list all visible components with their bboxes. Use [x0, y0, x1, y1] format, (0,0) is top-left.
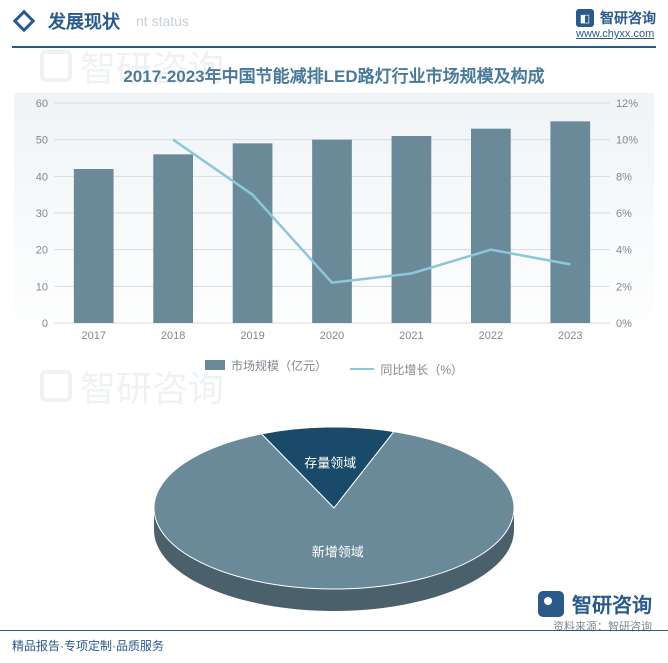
legend-bar-swatch — [205, 360, 225, 370]
svg-text:2023: 2023 — [558, 330, 582, 342]
legend-bar: 市场规模（亿元） — [205, 357, 327, 374]
header-left: 发展现状 nt status — [12, 8, 189, 34]
svg-text:40: 40 — [36, 171, 48, 183]
footer-left: 精品报告·专项定制·品质服务 — [12, 637, 164, 654]
brand-url[interactable]: www.chyxx.com — [576, 28, 656, 40]
legend-line-label: 同比增长（%） — [380, 361, 463, 378]
svg-text:存量领域: 存量领域 — [304, 455, 356, 470]
svg-text:0: 0 — [42, 318, 48, 330]
svg-text:12%: 12% — [616, 98, 638, 110]
svg-text:10: 10 — [36, 281, 48, 293]
chart-title: 2017-2023年中国节能减排LED路灯行业市场规模及构成 — [0, 62, 668, 87]
svg-text:20: 20 — [36, 244, 48, 256]
svg-text:0%: 0% — [616, 318, 632, 330]
svg-text:10%: 10% — [616, 134, 638, 146]
svg-text:2020: 2020 — [320, 330, 344, 342]
svg-text:60: 60 — [36, 98, 48, 110]
footer: 精品报告·专项定制·品质服务 — [0, 630, 668, 658]
brand-bottom-icon — [538, 591, 564, 617]
svg-text:30: 30 — [36, 208, 48, 220]
svg-text:2%: 2% — [616, 281, 632, 293]
svg-text:2017: 2017 — [81, 330, 105, 342]
section-subtitle: nt status — [136, 13, 189, 29]
legend-bar-label: 市场规模（亿元） — [231, 357, 327, 374]
brand-name: 智研咨询 — [600, 8, 656, 28]
svg-text:新增领域: 新增领域 — [312, 544, 364, 559]
svg-text:2018: 2018 — [161, 330, 185, 342]
chart-legend: 市场规模（亿元） 同比增长（%） — [0, 357, 668, 378]
svg-text:2019: 2019 — [240, 330, 264, 342]
brand-icon: ◧ — [576, 9, 594, 27]
brand-bottom-text: 智研咨询 — [572, 589, 652, 618]
svg-text:50: 50 — [36, 134, 48, 146]
legend-line-swatch — [350, 368, 374, 370]
svg-text:2021: 2021 — [399, 330, 423, 342]
svg-text:4%: 4% — [616, 244, 632, 256]
header-right: ◧ 智研咨询 www.chyxx.com — [576, 8, 656, 40]
svg-text:2022: 2022 — [479, 330, 503, 342]
svg-text:6%: 6% — [616, 208, 632, 220]
section-title: 发展现状 — [48, 8, 120, 34]
svg-text:8%: 8% — [616, 171, 632, 183]
header-divider — [12, 46, 656, 48]
header: 发展现状 nt status ◧ 智研咨询 www.chyxx.com — [0, 0, 668, 44]
combo-chart-svg: 0 10 20 30 40 50 60 0% 2% 4% 6% 8% 10% 12% 2017 2018 201… — [14, 93, 654, 353]
combo-chart: 0 10 20 30 40 50 60 0% 2% 4% 6% 8% 10% 12% 2017 2018 201… — [14, 93, 654, 353]
brand-logo-bottom: 智研咨询 — [538, 589, 652, 618]
diamond-icon — [13, 10, 36, 33]
legend-line: 同比增长（%） — [350, 361, 463, 378]
